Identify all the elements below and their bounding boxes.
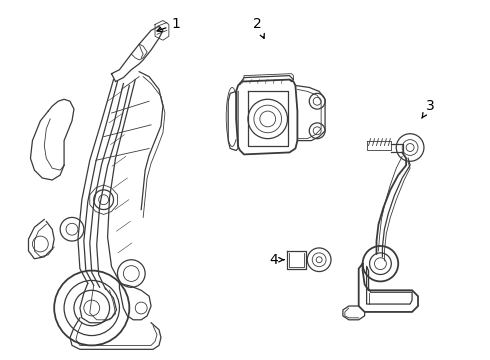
Text: 1: 1 — [157, 17, 180, 32]
Text: 2: 2 — [253, 17, 264, 39]
Text: 3: 3 — [422, 99, 434, 118]
Text: 4: 4 — [270, 253, 284, 267]
